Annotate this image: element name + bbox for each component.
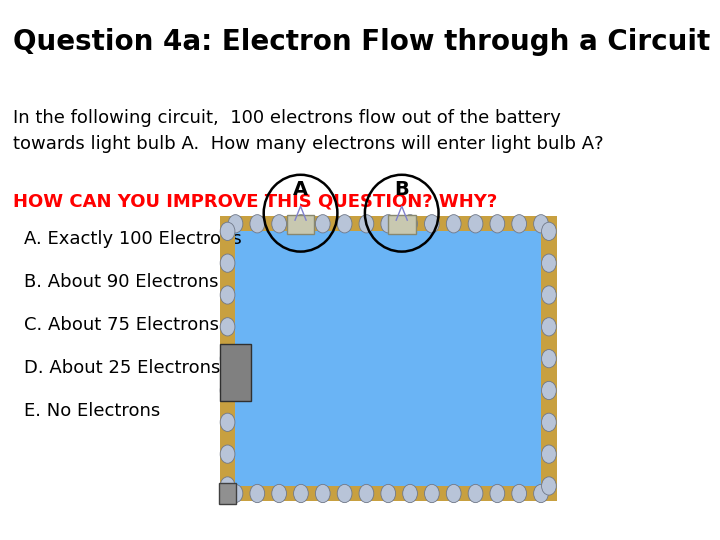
Ellipse shape <box>446 484 461 503</box>
Ellipse shape <box>541 254 557 272</box>
Text: A: A <box>293 180 308 199</box>
Ellipse shape <box>337 215 352 233</box>
Bar <box>220 217 557 231</box>
Ellipse shape <box>468 484 483 503</box>
Bar <box>220 217 235 501</box>
Ellipse shape <box>250 215 265 233</box>
Text: A. Exactly 100 Electrons: A. Exactly 100 Electrons <box>24 230 242 248</box>
Ellipse shape <box>534 215 549 233</box>
Ellipse shape <box>541 222 557 240</box>
Ellipse shape <box>512 215 526 233</box>
Ellipse shape <box>468 215 483 233</box>
Ellipse shape <box>250 484 265 503</box>
Text: E. No Electrons: E. No Electrons <box>24 402 161 420</box>
Ellipse shape <box>271 215 287 233</box>
Bar <box>220 486 557 501</box>
Ellipse shape <box>490 484 505 503</box>
Ellipse shape <box>220 222 235 240</box>
Text: In the following circuit,  100 electrons flow out of the battery
towards light b: In the following circuit, 100 electrons … <box>13 109 603 153</box>
Ellipse shape <box>220 445 235 463</box>
Ellipse shape <box>425 484 439 503</box>
Ellipse shape <box>220 477 235 495</box>
Ellipse shape <box>402 484 418 503</box>
Ellipse shape <box>315 215 330 233</box>
Ellipse shape <box>315 484 330 503</box>
Ellipse shape <box>220 286 235 304</box>
Bar <box>220 345 251 401</box>
Ellipse shape <box>220 381 235 400</box>
Ellipse shape <box>220 349 235 368</box>
Ellipse shape <box>541 445 557 463</box>
Text: D. About 25 Electrons: D. About 25 Electrons <box>24 359 220 376</box>
Ellipse shape <box>381 484 395 503</box>
Ellipse shape <box>228 215 243 233</box>
Ellipse shape <box>541 381 557 400</box>
Text: Question 4a: Electron Flow through a Circuit: Question 4a: Electron Flow through a Cir… <box>13 28 710 56</box>
Ellipse shape <box>541 349 557 368</box>
Ellipse shape <box>402 215 418 233</box>
Ellipse shape <box>541 286 557 304</box>
Ellipse shape <box>271 484 287 503</box>
Ellipse shape <box>381 215 395 233</box>
Ellipse shape <box>541 413 557 431</box>
Ellipse shape <box>425 215 439 233</box>
Ellipse shape <box>359 215 374 233</box>
Bar <box>388 215 415 234</box>
Ellipse shape <box>220 413 235 431</box>
Ellipse shape <box>337 484 352 503</box>
Ellipse shape <box>220 254 235 272</box>
Ellipse shape <box>294 215 308 233</box>
Bar <box>287 215 315 234</box>
Text: B. About 90 Electrons: B. About 90 Electrons <box>24 273 219 291</box>
Ellipse shape <box>228 484 243 503</box>
Ellipse shape <box>359 484 374 503</box>
Ellipse shape <box>294 484 308 503</box>
Ellipse shape <box>490 215 505 233</box>
Ellipse shape <box>541 318 557 336</box>
Text: HOW CAN YOU IMPROVE THIS QUESTION? WHY?: HOW CAN YOU IMPROVE THIS QUESTION? WHY? <box>13 192 497 210</box>
Ellipse shape <box>220 318 235 336</box>
Text: B: B <box>395 180 409 199</box>
Bar <box>219 483 236 504</box>
Ellipse shape <box>512 484 526 503</box>
Text: C. About 75 Electrons: C. About 75 Electrons <box>24 316 219 334</box>
Ellipse shape <box>446 215 461 233</box>
Ellipse shape <box>534 484 549 503</box>
Bar <box>541 217 557 501</box>
Ellipse shape <box>541 477 557 495</box>
Bar <box>220 217 557 501</box>
